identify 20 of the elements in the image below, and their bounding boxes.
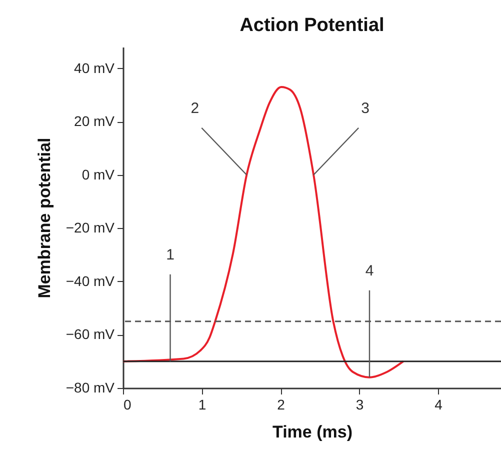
- x-tick-label: 4: [434, 396, 443, 412]
- y-tick-label: −60 mV: [66, 326, 116, 342]
- x-tick-label: 3: [356, 396, 364, 412]
- y-axis-title: Membrane potential: [34, 138, 54, 298]
- annotation: 2: [190, 100, 200, 117]
- line-series: [122, 86, 404, 378]
- annotation: 1: [166, 246, 174, 264]
- annotation: 4: [365, 262, 374, 280]
- y-tick-label: 40 mV: [74, 60, 116, 76]
- y-tick-label: −40 mV: [66, 272, 116, 289]
- y-tick-label: 0 mV: [82, 166, 116, 182]
- x-axis-title: Time (ms): [272, 422, 352, 442]
- chart-title: Action Potential: [240, 15, 384, 36]
- annotation: 3: [361, 100, 370, 117]
- y-tick-label: −20 mV: [66, 220, 116, 236]
- y-tick-label: −80 mV: [66, 380, 116, 396]
- x-tick-label: 2: [277, 396, 286, 412]
- x-tick-label: 0: [124, 396, 132, 412]
- x-tick-label: 1: [198, 396, 206, 412]
- y-tick-label: 20 mV: [74, 113, 116, 130]
